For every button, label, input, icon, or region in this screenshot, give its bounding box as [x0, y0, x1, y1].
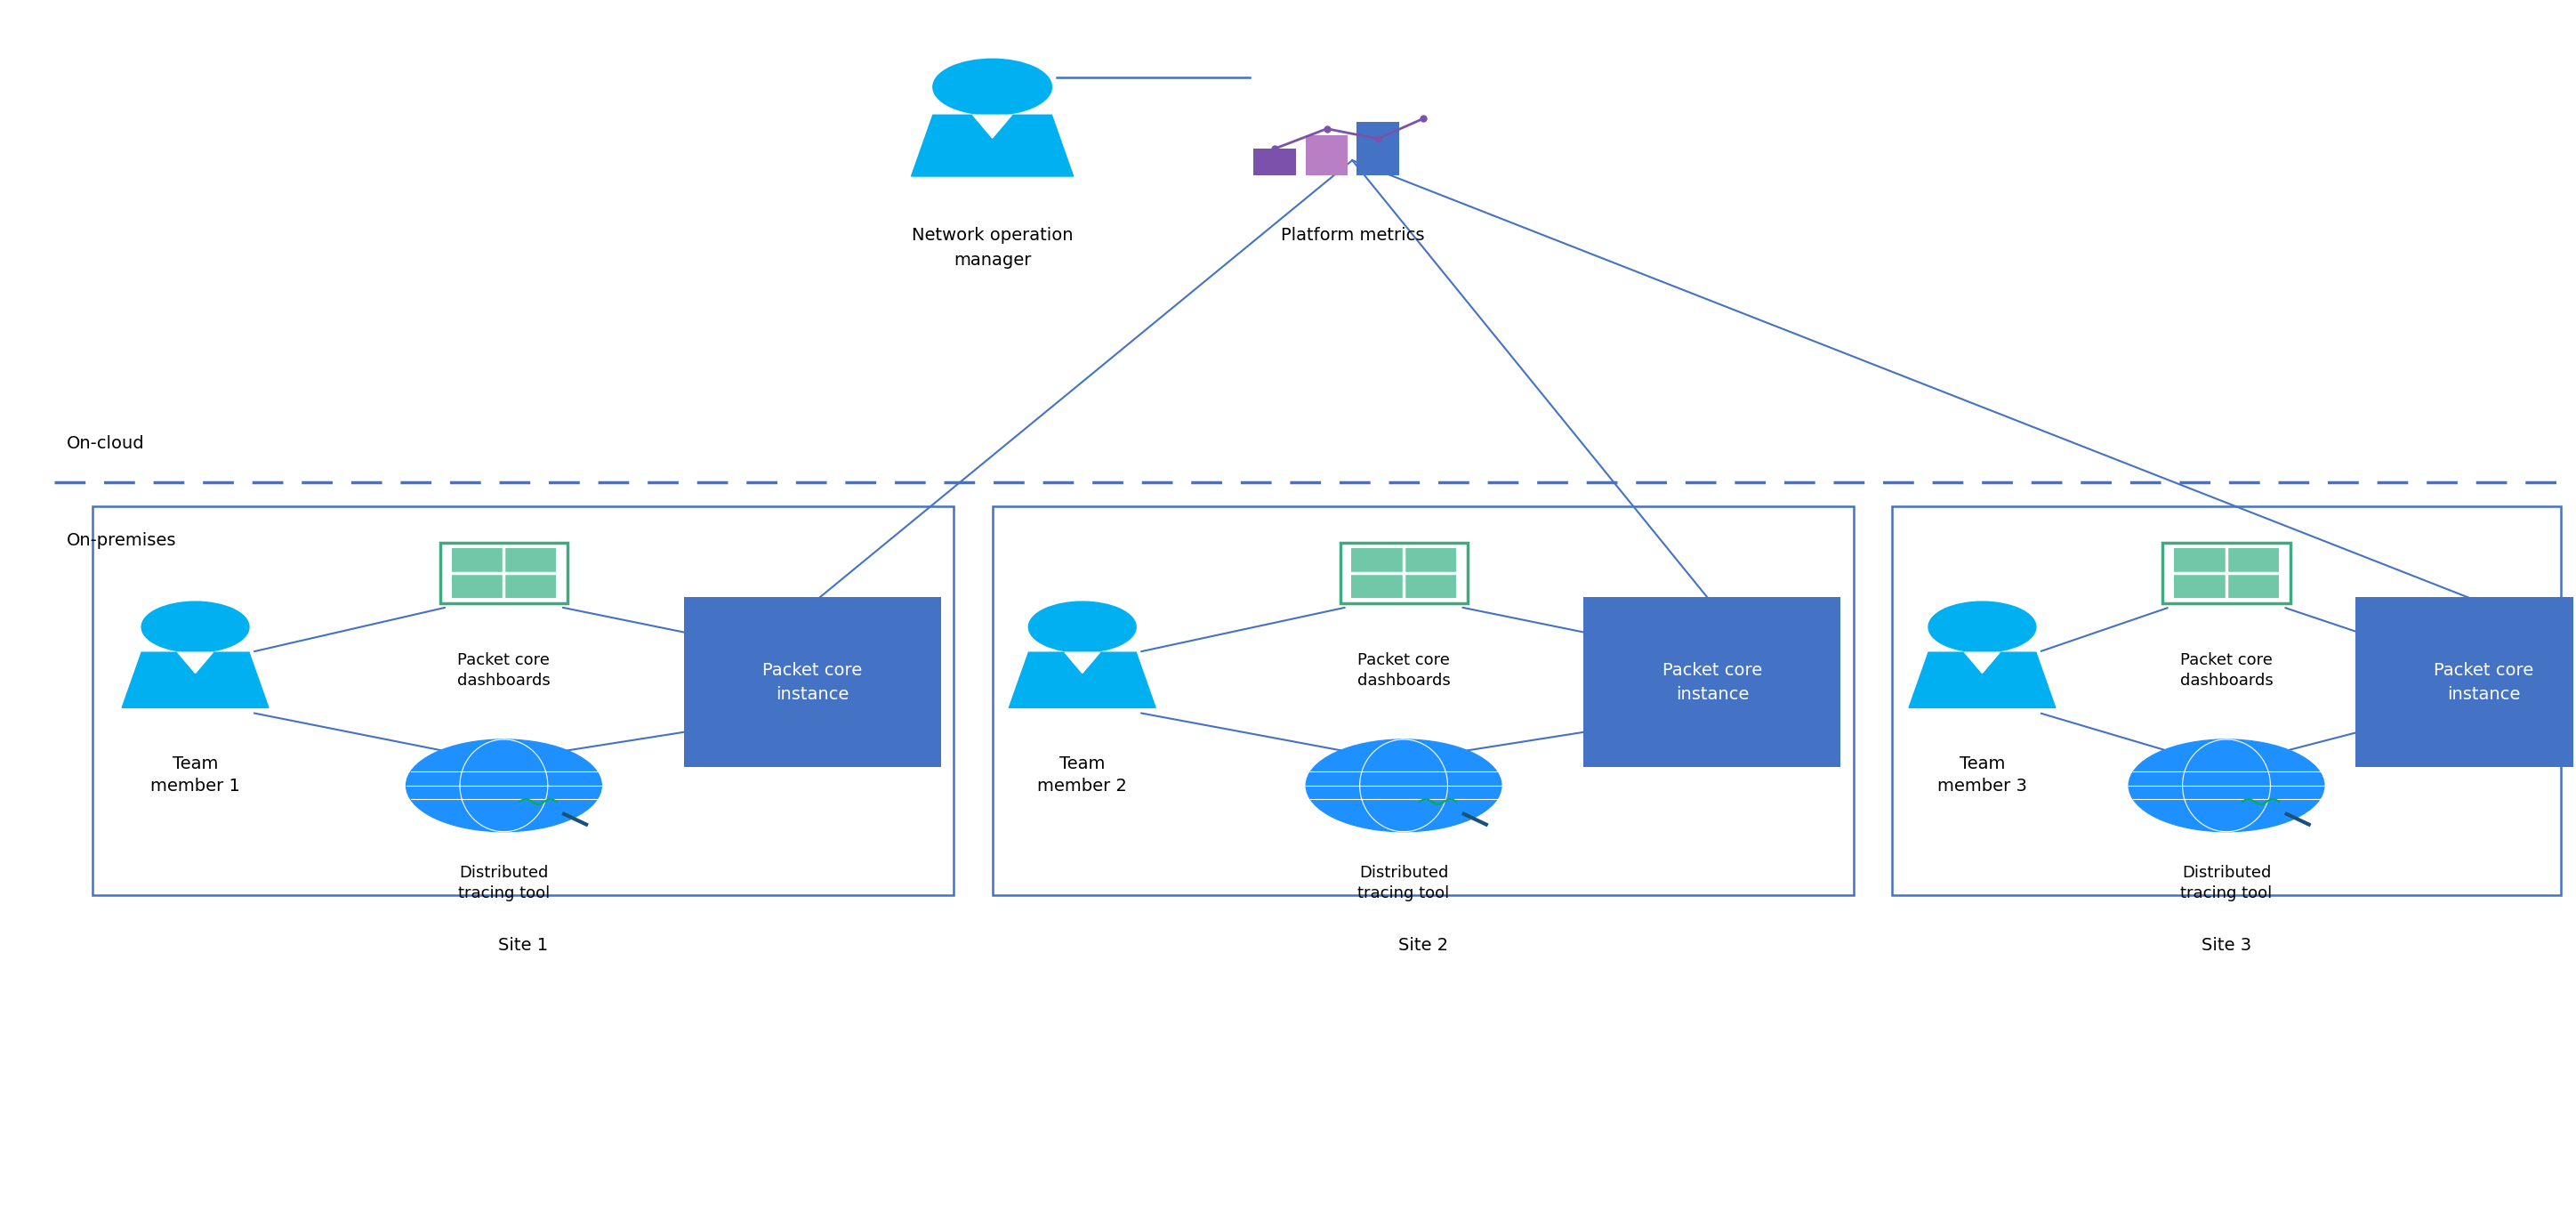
Text: Packet core
dashboards: Packet core dashboards [456, 652, 551, 689]
Polygon shape [974, 115, 1012, 138]
FancyBboxPatch shape [1306, 135, 1347, 176]
FancyBboxPatch shape [1584, 597, 1842, 767]
Text: Distributed
tracing tool: Distributed tracing tool [2179, 864, 2272, 902]
Polygon shape [912, 115, 1074, 177]
Circle shape [1306, 740, 1502, 831]
Text: Packet core
dashboards: Packet core dashboards [2179, 652, 2272, 689]
Text: Packet core
instance: Packet core instance [762, 662, 863, 702]
Text: Packet core
instance: Packet core instance [1662, 662, 1762, 702]
Text: On-premises: On-premises [67, 531, 178, 549]
Polygon shape [121, 652, 268, 708]
FancyBboxPatch shape [2174, 549, 2280, 597]
FancyBboxPatch shape [1340, 542, 1468, 603]
FancyBboxPatch shape [440, 542, 567, 603]
Circle shape [1028, 602, 1136, 652]
Text: Packet core
instance: Packet core instance [2434, 662, 2532, 702]
FancyBboxPatch shape [1358, 122, 1399, 176]
Polygon shape [1909, 652, 2056, 708]
FancyBboxPatch shape [2354, 597, 2576, 767]
Text: Team
member 1: Team member 1 [149, 756, 240, 795]
FancyBboxPatch shape [683, 597, 940, 767]
Text: Site 1: Site 1 [497, 937, 549, 954]
FancyBboxPatch shape [451, 549, 556, 597]
Text: Site 2: Site 2 [1399, 937, 1448, 954]
Text: On-cloud: On-cloud [67, 435, 144, 452]
Circle shape [933, 59, 1051, 115]
Polygon shape [1965, 652, 1999, 673]
Circle shape [407, 740, 603, 831]
FancyBboxPatch shape [1352, 549, 1455, 597]
Text: Team
member 3: Team member 3 [1937, 756, 2027, 795]
Circle shape [142, 602, 250, 652]
FancyBboxPatch shape [1255, 149, 1296, 176]
Text: Packet core
dashboards: Packet core dashboards [1358, 652, 1450, 689]
Polygon shape [1064, 652, 1100, 673]
Text: Distributed
tracing tool: Distributed tracing tool [1358, 864, 1450, 902]
FancyBboxPatch shape [2164, 542, 2290, 603]
Polygon shape [178, 652, 214, 673]
Text: Network operation
manager: Network operation manager [912, 227, 1074, 269]
Text: Distributed
tracing tool: Distributed tracing tool [459, 864, 549, 902]
Text: Team
member 2: Team member 2 [1038, 756, 1128, 795]
Text: Site 3: Site 3 [2202, 937, 2251, 954]
Circle shape [2128, 740, 2324, 831]
Circle shape [1929, 602, 2035, 652]
Polygon shape [1010, 652, 1157, 708]
Text: Platform metrics: Platform metrics [1280, 227, 1425, 244]
